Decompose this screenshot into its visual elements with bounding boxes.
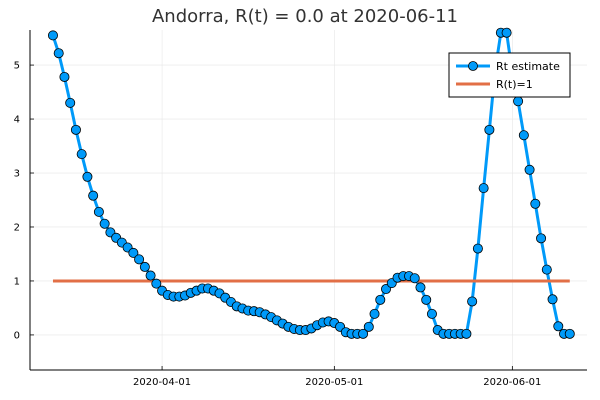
data-point-0-65 bbox=[421, 294, 432, 305]
data-point-0-7 bbox=[88, 190, 99, 201]
data-point-0-2 bbox=[59, 71, 70, 82]
chart-title: Andorra, R(t) = 0.0 at 2020-06-11 bbox=[152, 6, 458, 27]
y-tick-label-4: 4 bbox=[14, 115, 20, 126]
data-point-0-57 bbox=[375, 294, 386, 305]
legend: Rt estimate R(t)=1 bbox=[448, 52, 571, 98]
data-point-0-15 bbox=[134, 254, 145, 265]
data-point-0-90 bbox=[564, 328, 575, 339]
x-tick-label-1: 2020-05-01 bbox=[305, 377, 363, 388]
data-point-0-72 bbox=[461, 328, 472, 339]
y-tick-label-0: 0 bbox=[14, 330, 20, 341]
data-point-0-16 bbox=[139, 261, 150, 272]
x-tick-label-0: 2020-04-01 bbox=[133, 377, 191, 388]
data-point-0-5 bbox=[76, 149, 87, 160]
legend-label-rt-1: R(t)=1 bbox=[496, 78, 533, 91]
series-layer bbox=[47, 27, 575, 339]
data-point-0-86 bbox=[541, 264, 552, 275]
y-tick-label-5: 5 bbox=[14, 61, 20, 72]
data-point-0-9 bbox=[99, 218, 110, 229]
data-point-0-76 bbox=[484, 124, 495, 135]
data-point-0-64 bbox=[415, 282, 426, 293]
y-tick-label-1: 1 bbox=[14, 276, 20, 287]
axis-layer: 2020-04-01 2020-05-01 2020-06-01 0 1 2 3 4 5 bbox=[14, 30, 587, 388]
x-tick-label-2: 2020-06-01 bbox=[483, 377, 541, 388]
data-point-0-81 bbox=[513, 96, 524, 107]
data-point-0-63 bbox=[409, 273, 420, 284]
data-point-0-1 bbox=[53, 48, 64, 59]
y-tick-label-3: 3 bbox=[14, 169, 20, 180]
y-tick-label-2: 2 bbox=[14, 222, 20, 233]
data-point-0-3 bbox=[65, 97, 76, 108]
data-point-0-79 bbox=[501, 27, 512, 38]
data-point-0-4 bbox=[70, 124, 81, 135]
data-point-0-8 bbox=[93, 206, 104, 217]
data-point-0-0 bbox=[47, 30, 58, 41]
data-point-0-14 bbox=[128, 247, 139, 258]
data-point-0-74 bbox=[472, 243, 483, 254]
data-point-0-55 bbox=[363, 321, 374, 332]
data-point-0-84 bbox=[530, 198, 541, 209]
legend-marker-rt-estimate bbox=[468, 61, 478, 71]
legend-box bbox=[448, 52, 571, 98]
data-point-0-87 bbox=[547, 294, 558, 305]
data-point-0-56 bbox=[369, 308, 380, 319]
data-point-0-17 bbox=[145, 270, 156, 281]
data-point-0-73 bbox=[467, 296, 478, 307]
data-point-0-54 bbox=[358, 328, 369, 339]
legend-label-rt-estimate: Rt estimate bbox=[496, 60, 560, 73]
data-point-0-85 bbox=[536, 233, 547, 244]
data-point-0-18 bbox=[151, 278, 162, 289]
data-point-0-66 bbox=[426, 308, 437, 319]
data-point-0-6 bbox=[82, 171, 93, 182]
data-point-0-88 bbox=[553, 321, 564, 332]
data-point-0-82 bbox=[518, 130, 529, 141]
data-point-0-83 bbox=[524, 164, 535, 175]
data-point-0-58 bbox=[381, 284, 392, 295]
data-point-0-75 bbox=[478, 183, 489, 194]
